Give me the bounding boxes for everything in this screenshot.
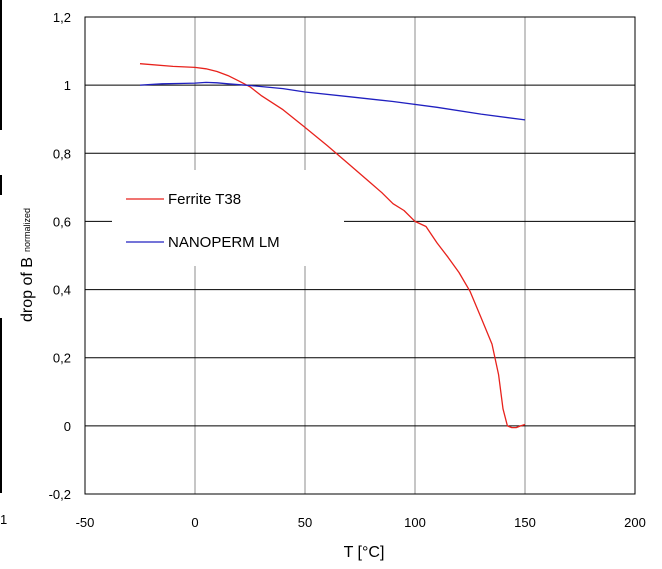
series-line-ferrite-t38 (139, 63, 526, 429)
x-tick-label: -50 (76, 515, 95, 530)
gridlines (84, 16, 636, 495)
y-tick-label: 0 (64, 419, 71, 434)
x-axis-title: T [°C] (344, 544, 385, 561)
x-tick-label: 0 (191, 515, 198, 530)
y-tick-labels: -0,2 0 0,2 0,4 0,6 0,8 1 1,2 (49, 10, 71, 502)
legend-label-nanoperm-lm: NANOPERM LM (168, 234, 280, 251)
y-axis-title: drop of B normalized (19, 208, 36, 322)
y-tick-label: 0,4 (53, 283, 71, 298)
series-line-nanoperm-lm (139, 81, 526, 121)
series-lines (139, 63, 526, 429)
left-edge-line (0, 0, 2, 130)
x-tick-label: 150 (514, 515, 536, 530)
y-axis-title-main: drop of B (19, 257, 36, 322)
y-tick-label: 0,2 (53, 351, 71, 366)
legend-box (112, 170, 344, 266)
x-tick-label: 100 (404, 515, 426, 530)
x-tick-label: 200 (624, 515, 646, 530)
stray-label: 1 (0, 512, 8, 527)
plot-frame (84, 16, 636, 495)
y-tick-label: 1,2 (53, 10, 71, 25)
legend: Ferrite T38 NANOPERM LM (126, 191, 280, 251)
y-axis-title-subscript: normalized (22, 208, 32, 252)
x-tick-labels: -50 0 50 100 150 200 (76, 515, 646, 530)
left-edge-line (0, 318, 2, 493)
y-tick-label: 0,8 (53, 146, 71, 161)
legend-label-ferrite-t38: Ferrite T38 (168, 191, 241, 208)
left-edge-line (0, 175, 2, 195)
y-tick-label: 0,6 (53, 214, 71, 229)
y-tick-label: -0,2 (49, 487, 71, 502)
x-tick-label: 50 (298, 515, 312, 530)
y-tick-label: 1 (64, 78, 71, 93)
